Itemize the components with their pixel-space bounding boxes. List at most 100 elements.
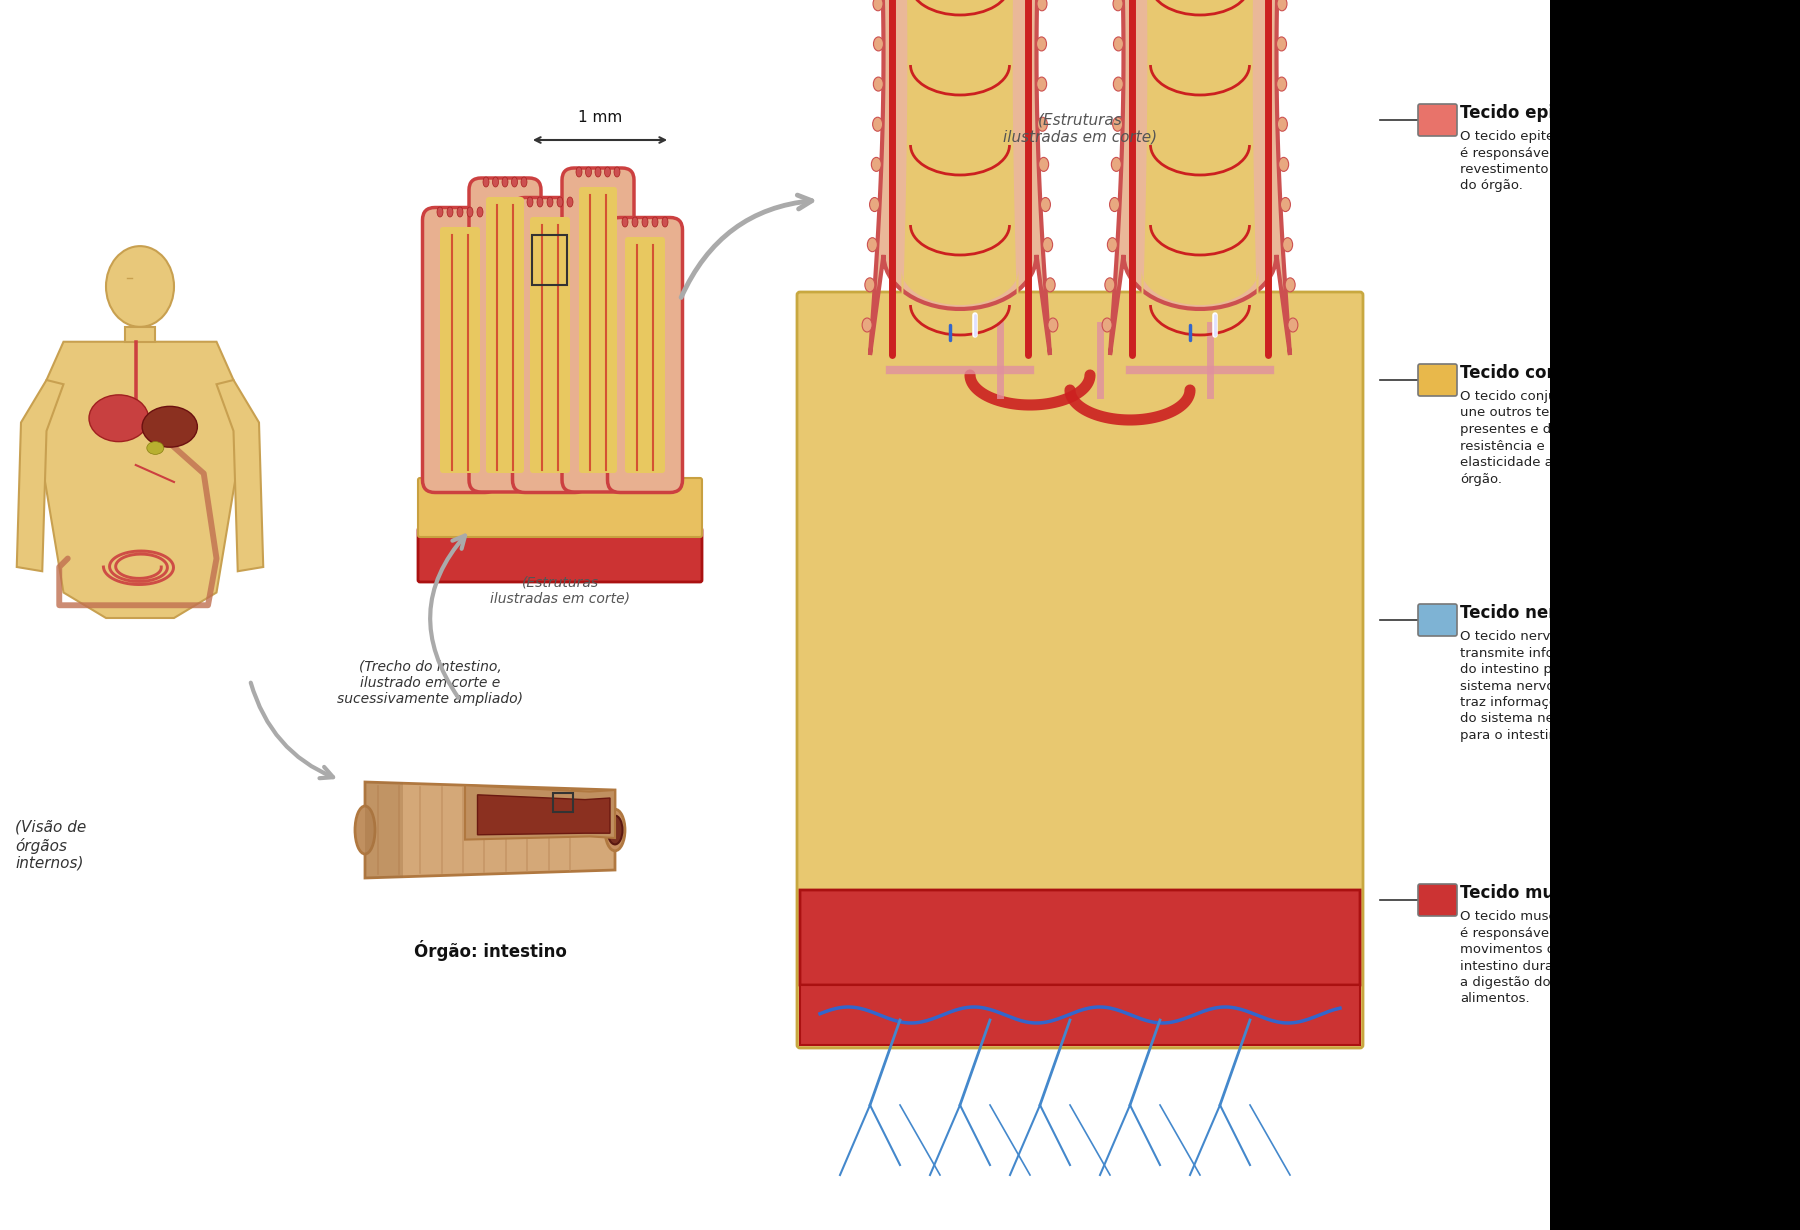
Ellipse shape — [567, 197, 572, 207]
Ellipse shape — [1278, 157, 1289, 171]
Bar — [365, 782, 403, 878]
FancyBboxPatch shape — [797, 292, 1363, 1048]
Ellipse shape — [1114, 37, 1123, 50]
FancyBboxPatch shape — [799, 985, 1361, 1046]
Ellipse shape — [520, 177, 527, 187]
Ellipse shape — [142, 406, 198, 448]
Ellipse shape — [614, 167, 619, 177]
Ellipse shape — [1276, 0, 1287, 11]
Ellipse shape — [1112, 0, 1123, 11]
Ellipse shape — [576, 167, 581, 177]
Ellipse shape — [868, 237, 877, 252]
Ellipse shape — [608, 815, 623, 845]
Ellipse shape — [457, 207, 463, 216]
Ellipse shape — [502, 177, 508, 187]
Ellipse shape — [1285, 278, 1296, 292]
Ellipse shape — [355, 806, 374, 854]
Ellipse shape — [662, 216, 668, 228]
Ellipse shape — [527, 197, 533, 207]
FancyArrowPatch shape — [250, 683, 333, 779]
Ellipse shape — [643, 216, 648, 228]
Ellipse shape — [1037, 0, 1048, 11]
Ellipse shape — [1046, 278, 1055, 292]
Ellipse shape — [585, 167, 592, 177]
Ellipse shape — [1037, 37, 1046, 50]
Ellipse shape — [652, 216, 659, 228]
Ellipse shape — [1105, 278, 1114, 292]
Ellipse shape — [1037, 77, 1046, 91]
Bar — [553, 793, 572, 812]
Ellipse shape — [873, 37, 884, 50]
Ellipse shape — [1109, 198, 1120, 212]
Text: Tecido conjuntivo: Tecido conjuntivo — [1460, 364, 1624, 383]
Text: (Estruturas
ilustradas em corte): (Estruturas ilustradas em corte) — [490, 574, 630, 605]
Ellipse shape — [477, 207, 482, 216]
Polygon shape — [869, 0, 1049, 355]
Ellipse shape — [106, 246, 175, 327]
FancyBboxPatch shape — [486, 197, 524, 474]
Text: 1 mm: 1 mm — [578, 109, 623, 125]
FancyBboxPatch shape — [608, 218, 682, 492]
Ellipse shape — [536, 197, 544, 207]
Text: O tecido nervoso
transmite informações
do intestino para o
sistema nervoso e
tra: O tecido nervoso transmite informações d… — [1460, 630, 1611, 742]
Ellipse shape — [1042, 237, 1053, 252]
FancyBboxPatch shape — [625, 237, 664, 474]
Ellipse shape — [556, 197, 563, 207]
Ellipse shape — [596, 167, 601, 177]
Polygon shape — [477, 795, 610, 835]
Ellipse shape — [873, 117, 882, 132]
Text: (Estruturas
ilustradas em corte): (Estruturas ilustradas em corte) — [1003, 113, 1157, 145]
FancyArrowPatch shape — [430, 535, 464, 697]
Ellipse shape — [873, 0, 884, 11]
FancyBboxPatch shape — [1418, 604, 1456, 636]
FancyBboxPatch shape — [799, 891, 1361, 985]
Text: (Visão de
órgãos
internos): (Visão de órgãos internos) — [14, 820, 86, 871]
Ellipse shape — [1112, 117, 1123, 132]
Ellipse shape — [632, 216, 637, 228]
Polygon shape — [41, 342, 238, 617]
Ellipse shape — [1048, 319, 1058, 332]
Ellipse shape — [873, 77, 884, 91]
Ellipse shape — [605, 167, 610, 177]
Polygon shape — [1141, 0, 1258, 355]
Ellipse shape — [1287, 319, 1298, 332]
Text: Tecido muscular: Tecido muscular — [1460, 884, 1611, 902]
Text: Tecido epitelial: Tecido epitelial — [1460, 105, 1602, 122]
Polygon shape — [16, 380, 63, 571]
FancyBboxPatch shape — [418, 478, 702, 538]
Ellipse shape — [623, 216, 628, 228]
Ellipse shape — [88, 395, 148, 442]
Ellipse shape — [1102, 319, 1112, 332]
Ellipse shape — [1037, 117, 1048, 132]
Ellipse shape — [482, 177, 490, 187]
Polygon shape — [902, 0, 1019, 355]
Ellipse shape — [869, 198, 880, 212]
Polygon shape — [464, 785, 616, 840]
FancyBboxPatch shape — [418, 528, 702, 582]
FancyBboxPatch shape — [580, 187, 617, 474]
FancyBboxPatch shape — [1418, 884, 1456, 916]
FancyBboxPatch shape — [423, 208, 497, 492]
FancyArrowPatch shape — [680, 196, 812, 298]
FancyBboxPatch shape — [439, 228, 481, 474]
Ellipse shape — [862, 319, 873, 332]
Text: O tecido conjuntivo
une outros tecidos
presentes e dá
resistência e
elasticidade: O tecido conjuntivo une outros tecidos p… — [1460, 390, 1589, 486]
FancyBboxPatch shape — [470, 178, 542, 492]
Ellipse shape — [864, 278, 875, 292]
FancyBboxPatch shape — [513, 198, 587, 492]
Ellipse shape — [493, 177, 499, 187]
Ellipse shape — [446, 207, 454, 216]
Ellipse shape — [1111, 157, 1121, 171]
FancyBboxPatch shape — [562, 169, 634, 492]
Ellipse shape — [1039, 157, 1049, 171]
Ellipse shape — [511, 177, 518, 187]
Text: Tecido nervoso: Tecido nervoso — [1460, 604, 1600, 622]
Bar — [533, 235, 567, 285]
Ellipse shape — [437, 207, 443, 216]
Text: (Trecho do intestino,
ilustrado em corte e
sucessivamente ampliado): (Trecho do intestino, ilustrado em corte… — [337, 661, 524, 706]
Ellipse shape — [148, 442, 164, 454]
Polygon shape — [216, 380, 263, 571]
Ellipse shape — [1278, 117, 1287, 132]
Ellipse shape — [1107, 237, 1118, 252]
Ellipse shape — [1040, 198, 1051, 212]
